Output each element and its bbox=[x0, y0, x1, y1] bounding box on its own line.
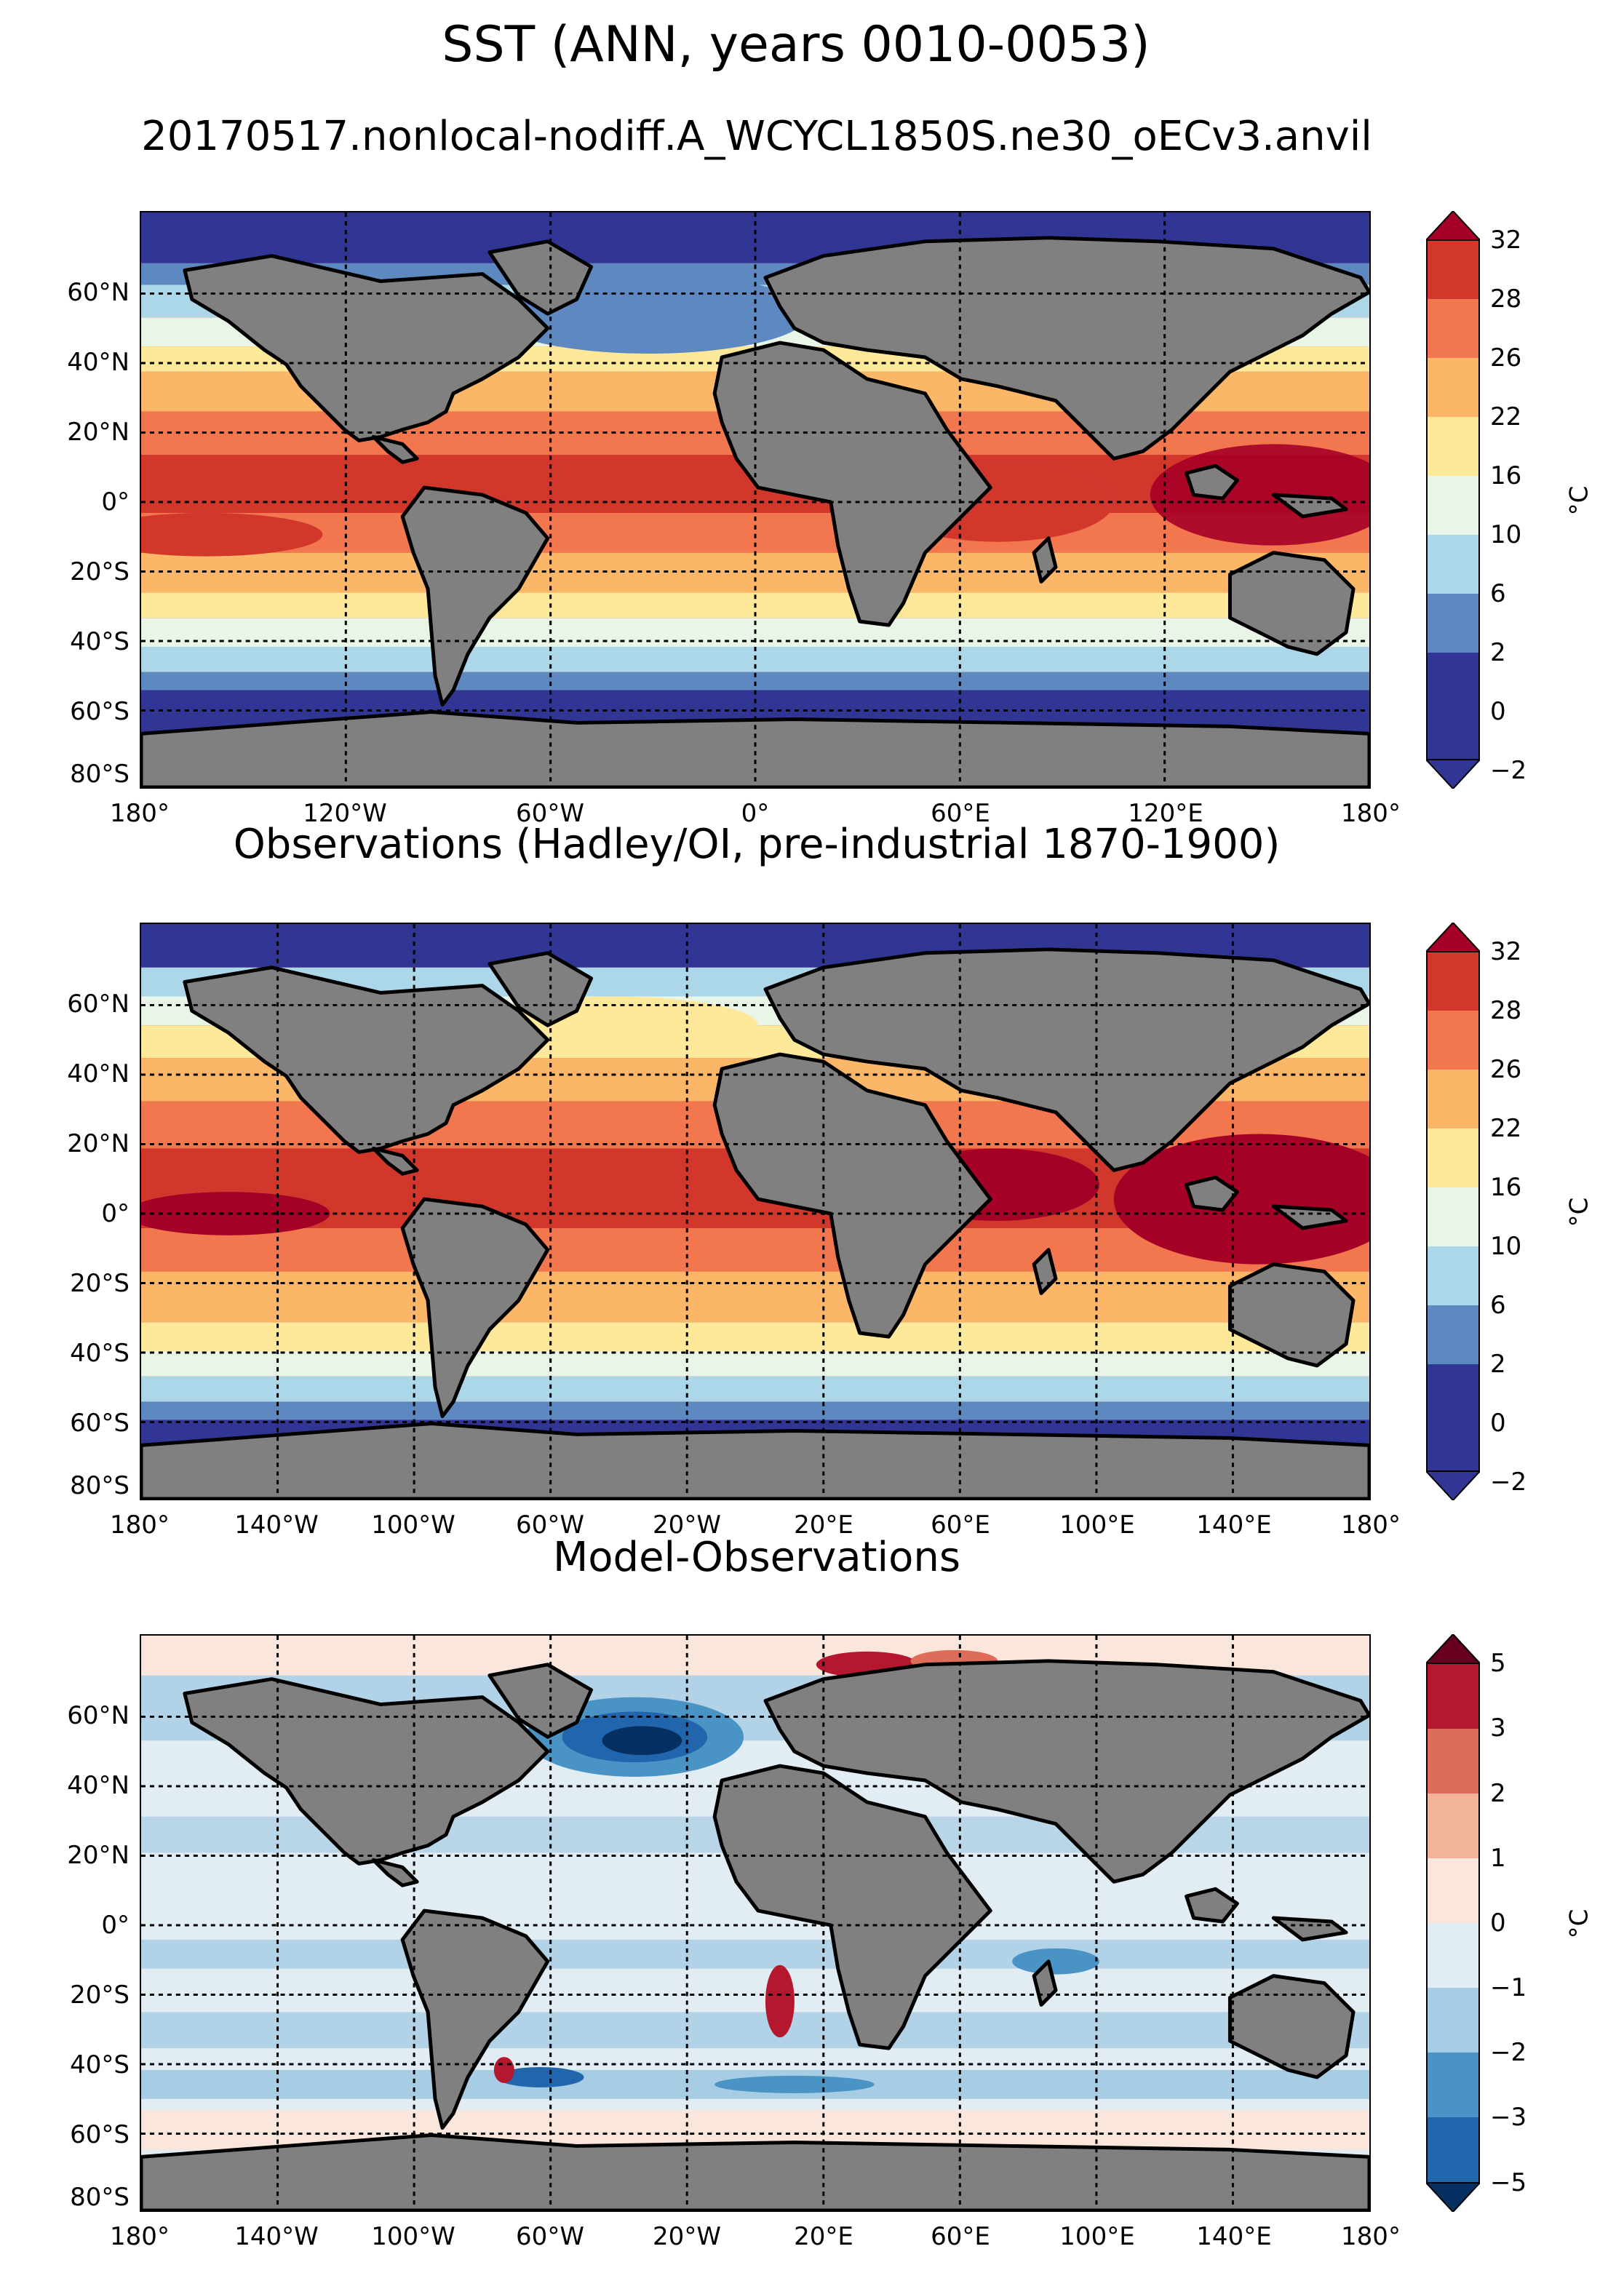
cbar-obs-tick-0: 0 bbox=[1490, 1409, 1506, 1438]
lon-tick-model-120e: 120°E bbox=[1128, 799, 1203, 828]
lon-tick-diff-140e: 140°E bbox=[1196, 2222, 1272, 2251]
panel-title-obs: Observations (Hadley/OI, pre-industrial … bbox=[233, 821, 1281, 868]
lon-tick-diff-100w: 100°W bbox=[371, 2222, 455, 2251]
lon-tick-obs-140w: 140°W bbox=[234, 1510, 319, 1540]
lon-tick-obs-100w: 100°W bbox=[371, 1510, 455, 1540]
cbar-obs-unit: °C bbox=[1564, 1197, 1594, 1227]
lon-tick-model-180e: 180° bbox=[1341, 799, 1401, 828]
cbar-diff-tick-5: 5 bbox=[1490, 1649, 1506, 1678]
colorbar-diff bbox=[1426, 1634, 1480, 2212]
lat-tick-diff-60n: 60°N bbox=[67, 1701, 130, 1730]
lon-tick-obs-60e: 60°E bbox=[931, 1510, 990, 1540]
lon-tick-model-180w: 180° bbox=[110, 799, 170, 828]
lon-tick-obs-20w: 20°W bbox=[653, 1510, 721, 1540]
cbar-obs-tick-m2: −2 bbox=[1490, 1468, 1527, 1497]
lon-tick-obs-100e: 100°E bbox=[1059, 1510, 1135, 1540]
cbar-diff-tick-m2: −2 bbox=[1490, 2038, 1527, 2067]
cbar-diff-tick-2: 2 bbox=[1490, 1779, 1506, 1808]
lon-tick-diff-140w: 140°W bbox=[234, 2222, 319, 2251]
lat-tick-diff-40s: 40°S bbox=[70, 2050, 130, 2079]
cbar-diff-tick-m1: −1 bbox=[1490, 1973, 1527, 2002]
cbar-obs-tick-10: 10 bbox=[1490, 1232, 1522, 1261]
lat-tick-model-20s: 20°S bbox=[70, 557, 130, 586]
lat-tick-obs-0: 0° bbox=[101, 1199, 130, 1228]
lat-tick-obs-60s: 60°S bbox=[70, 1409, 130, 1438]
lon-tick-diff-100e: 100°E bbox=[1059, 2222, 1135, 2251]
lat-tick-model-60s: 60°S bbox=[70, 697, 130, 726]
cbar-obs-tick-26: 26 bbox=[1490, 1055, 1522, 1084]
cbar-obs-tick-6: 6 bbox=[1490, 1291, 1506, 1320]
cbar-model-tick-16: 16 bbox=[1490, 461, 1522, 490]
lat-tick-diff-20s: 20°S bbox=[70, 1981, 130, 2010]
lon-tick-obs-20e: 20°E bbox=[794, 1510, 853, 1540]
lat-tick-model-60n: 60°N bbox=[67, 278, 130, 307]
lat-tick-model-40s: 40°S bbox=[70, 627, 130, 656]
lat-tick-obs-60n: 60°N bbox=[67, 990, 130, 1019]
sst-field-model bbox=[141, 212, 1369, 787]
cbar-model-tick-28: 28 bbox=[1490, 284, 1522, 314]
colorbar-model bbox=[1426, 211, 1480, 789]
cbar-obs-tick-22: 22 bbox=[1490, 1114, 1522, 1143]
cbar-obs-tick-28: 28 bbox=[1490, 996, 1522, 1025]
lon-tick-diff-60e: 60°E bbox=[931, 2222, 990, 2251]
lon-tick-model-0: 0° bbox=[741, 799, 770, 828]
cbar-obs-tick-2: 2 bbox=[1490, 1350, 1506, 1379]
cbar-diff-tick-1: 1 bbox=[1490, 1844, 1506, 1873]
panel-title-diff: Model-Observations bbox=[552, 1534, 961, 1581]
panel-title-model: 20170517.nonlocal-nodiff.A_WCYCL1850S.ne… bbox=[141, 113, 1372, 160]
lon-tick-model-60e: 60°E bbox=[931, 799, 990, 828]
lon-tick-model-60w: 60°W bbox=[516, 799, 584, 828]
cbar-model-tick-32: 32 bbox=[1490, 226, 1522, 255]
sst-map-obs bbox=[140, 923, 1371, 1500]
lat-tick-model-20n: 20°N bbox=[67, 418, 130, 447]
cbar-model-tick-10: 10 bbox=[1490, 520, 1522, 549]
lat-tick-obs-80s: 80°S bbox=[70, 1471, 130, 1500]
cbar-diff-tick-m5: −5 bbox=[1490, 2168, 1527, 2197]
cbar-obs-tick-32: 32 bbox=[1490, 937, 1522, 966]
lon-tick-obs-180e: 180° bbox=[1341, 1510, 1401, 1540]
lat-tick-diff-60s: 60°S bbox=[70, 2120, 130, 2149]
lon-tick-diff-20w: 20°W bbox=[653, 2222, 721, 2251]
lon-tick-model-120w: 120°W bbox=[303, 799, 387, 828]
lon-tick-diff-180e: 180° bbox=[1341, 2222, 1401, 2251]
cbar-diff-unit: °C bbox=[1564, 1908, 1594, 1939]
lat-tick-diff-40n: 40°N bbox=[67, 1771, 130, 1800]
lat-tick-diff-80s: 80°S bbox=[70, 2183, 130, 2212]
figure-title: SST (ANN, years 0010-0053) bbox=[442, 16, 1150, 73]
lon-tick-obs-180w: 180° bbox=[110, 1510, 170, 1540]
lat-tick-model-80s: 80°S bbox=[70, 760, 130, 789]
cbar-diff-tick-0: 0 bbox=[1490, 1908, 1506, 1938]
lat-tick-obs-40n: 40°N bbox=[67, 1059, 130, 1088]
cbar-diff-tick-3: 3 bbox=[1490, 1713, 1506, 1743]
lon-tick-obs-60w: 60°W bbox=[516, 1510, 584, 1540]
sst-field-obs bbox=[141, 924, 1369, 1499]
cbar-obs-tick-16: 16 bbox=[1490, 1173, 1522, 1202]
sst-map-model bbox=[140, 211, 1371, 789]
lat-tick-model-40n: 40°N bbox=[67, 348, 130, 377]
lon-tick-diff-180w: 180° bbox=[110, 2222, 170, 2251]
lat-tick-obs-20s: 20°S bbox=[70, 1269, 130, 1298]
lat-tick-diff-20n: 20°N bbox=[67, 1841, 130, 1870]
cbar-model-tick-0: 0 bbox=[1490, 697, 1506, 726]
cbar-model-tick-m2: −2 bbox=[1490, 756, 1527, 785]
lon-tick-obs-140e: 140°E bbox=[1196, 1510, 1272, 1540]
lat-tick-obs-40s: 40°S bbox=[70, 1339, 130, 1368]
colorbar-obs bbox=[1426, 923, 1480, 1500]
cbar-model-tick-22: 22 bbox=[1490, 402, 1522, 431]
lon-tick-diff-20e: 20°E bbox=[794, 2222, 853, 2251]
cbar-model-tick-2: 2 bbox=[1490, 638, 1506, 667]
cbar-diff-tick-m3: −3 bbox=[1490, 2103, 1527, 2132]
lat-tick-diff-0: 0° bbox=[101, 1911, 130, 1940]
sst-field-diff bbox=[141, 1636, 1369, 2210]
cbar-model-tick-6: 6 bbox=[1490, 579, 1506, 608]
cbar-model-tick-26: 26 bbox=[1490, 343, 1522, 373]
lat-tick-model-0: 0° bbox=[101, 487, 130, 517]
lat-tick-obs-20n: 20°N bbox=[67, 1129, 130, 1158]
cbar-model-unit: °C bbox=[1564, 485, 1594, 516]
lon-tick-diff-60w: 60°W bbox=[516, 2222, 584, 2251]
sst-map-diff bbox=[140, 1634, 1371, 2212]
